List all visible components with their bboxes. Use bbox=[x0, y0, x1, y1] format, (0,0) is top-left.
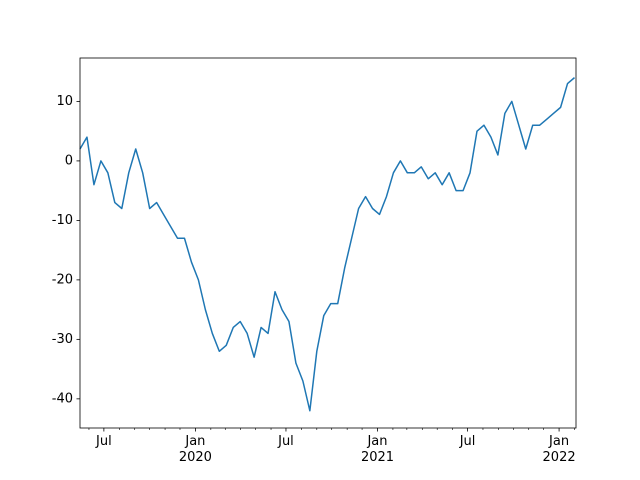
x-tick-label: Jul bbox=[278, 434, 294, 449]
y-tick-label: -10 bbox=[52, 213, 73, 228]
x-tick-label: Jan 2022 bbox=[542, 434, 576, 465]
x-tick-label: Jan 2021 bbox=[360, 434, 395, 465]
y-tick-label: 10 bbox=[56, 94, 73, 109]
x-tick-label: Jul bbox=[96, 434, 112, 449]
y-tick-label: -20 bbox=[52, 272, 73, 287]
x-tick-label: Jan 2020 bbox=[178, 434, 212, 465]
y-tick-label: -30 bbox=[52, 332, 73, 347]
y-tick-label: 0 bbox=[65, 153, 73, 168]
y-tick-label: -40 bbox=[52, 391, 73, 406]
x-tick-label: Jul bbox=[459, 434, 476, 449]
axes-frame bbox=[79, 57, 577, 429]
data-line bbox=[79, 77, 575, 412]
